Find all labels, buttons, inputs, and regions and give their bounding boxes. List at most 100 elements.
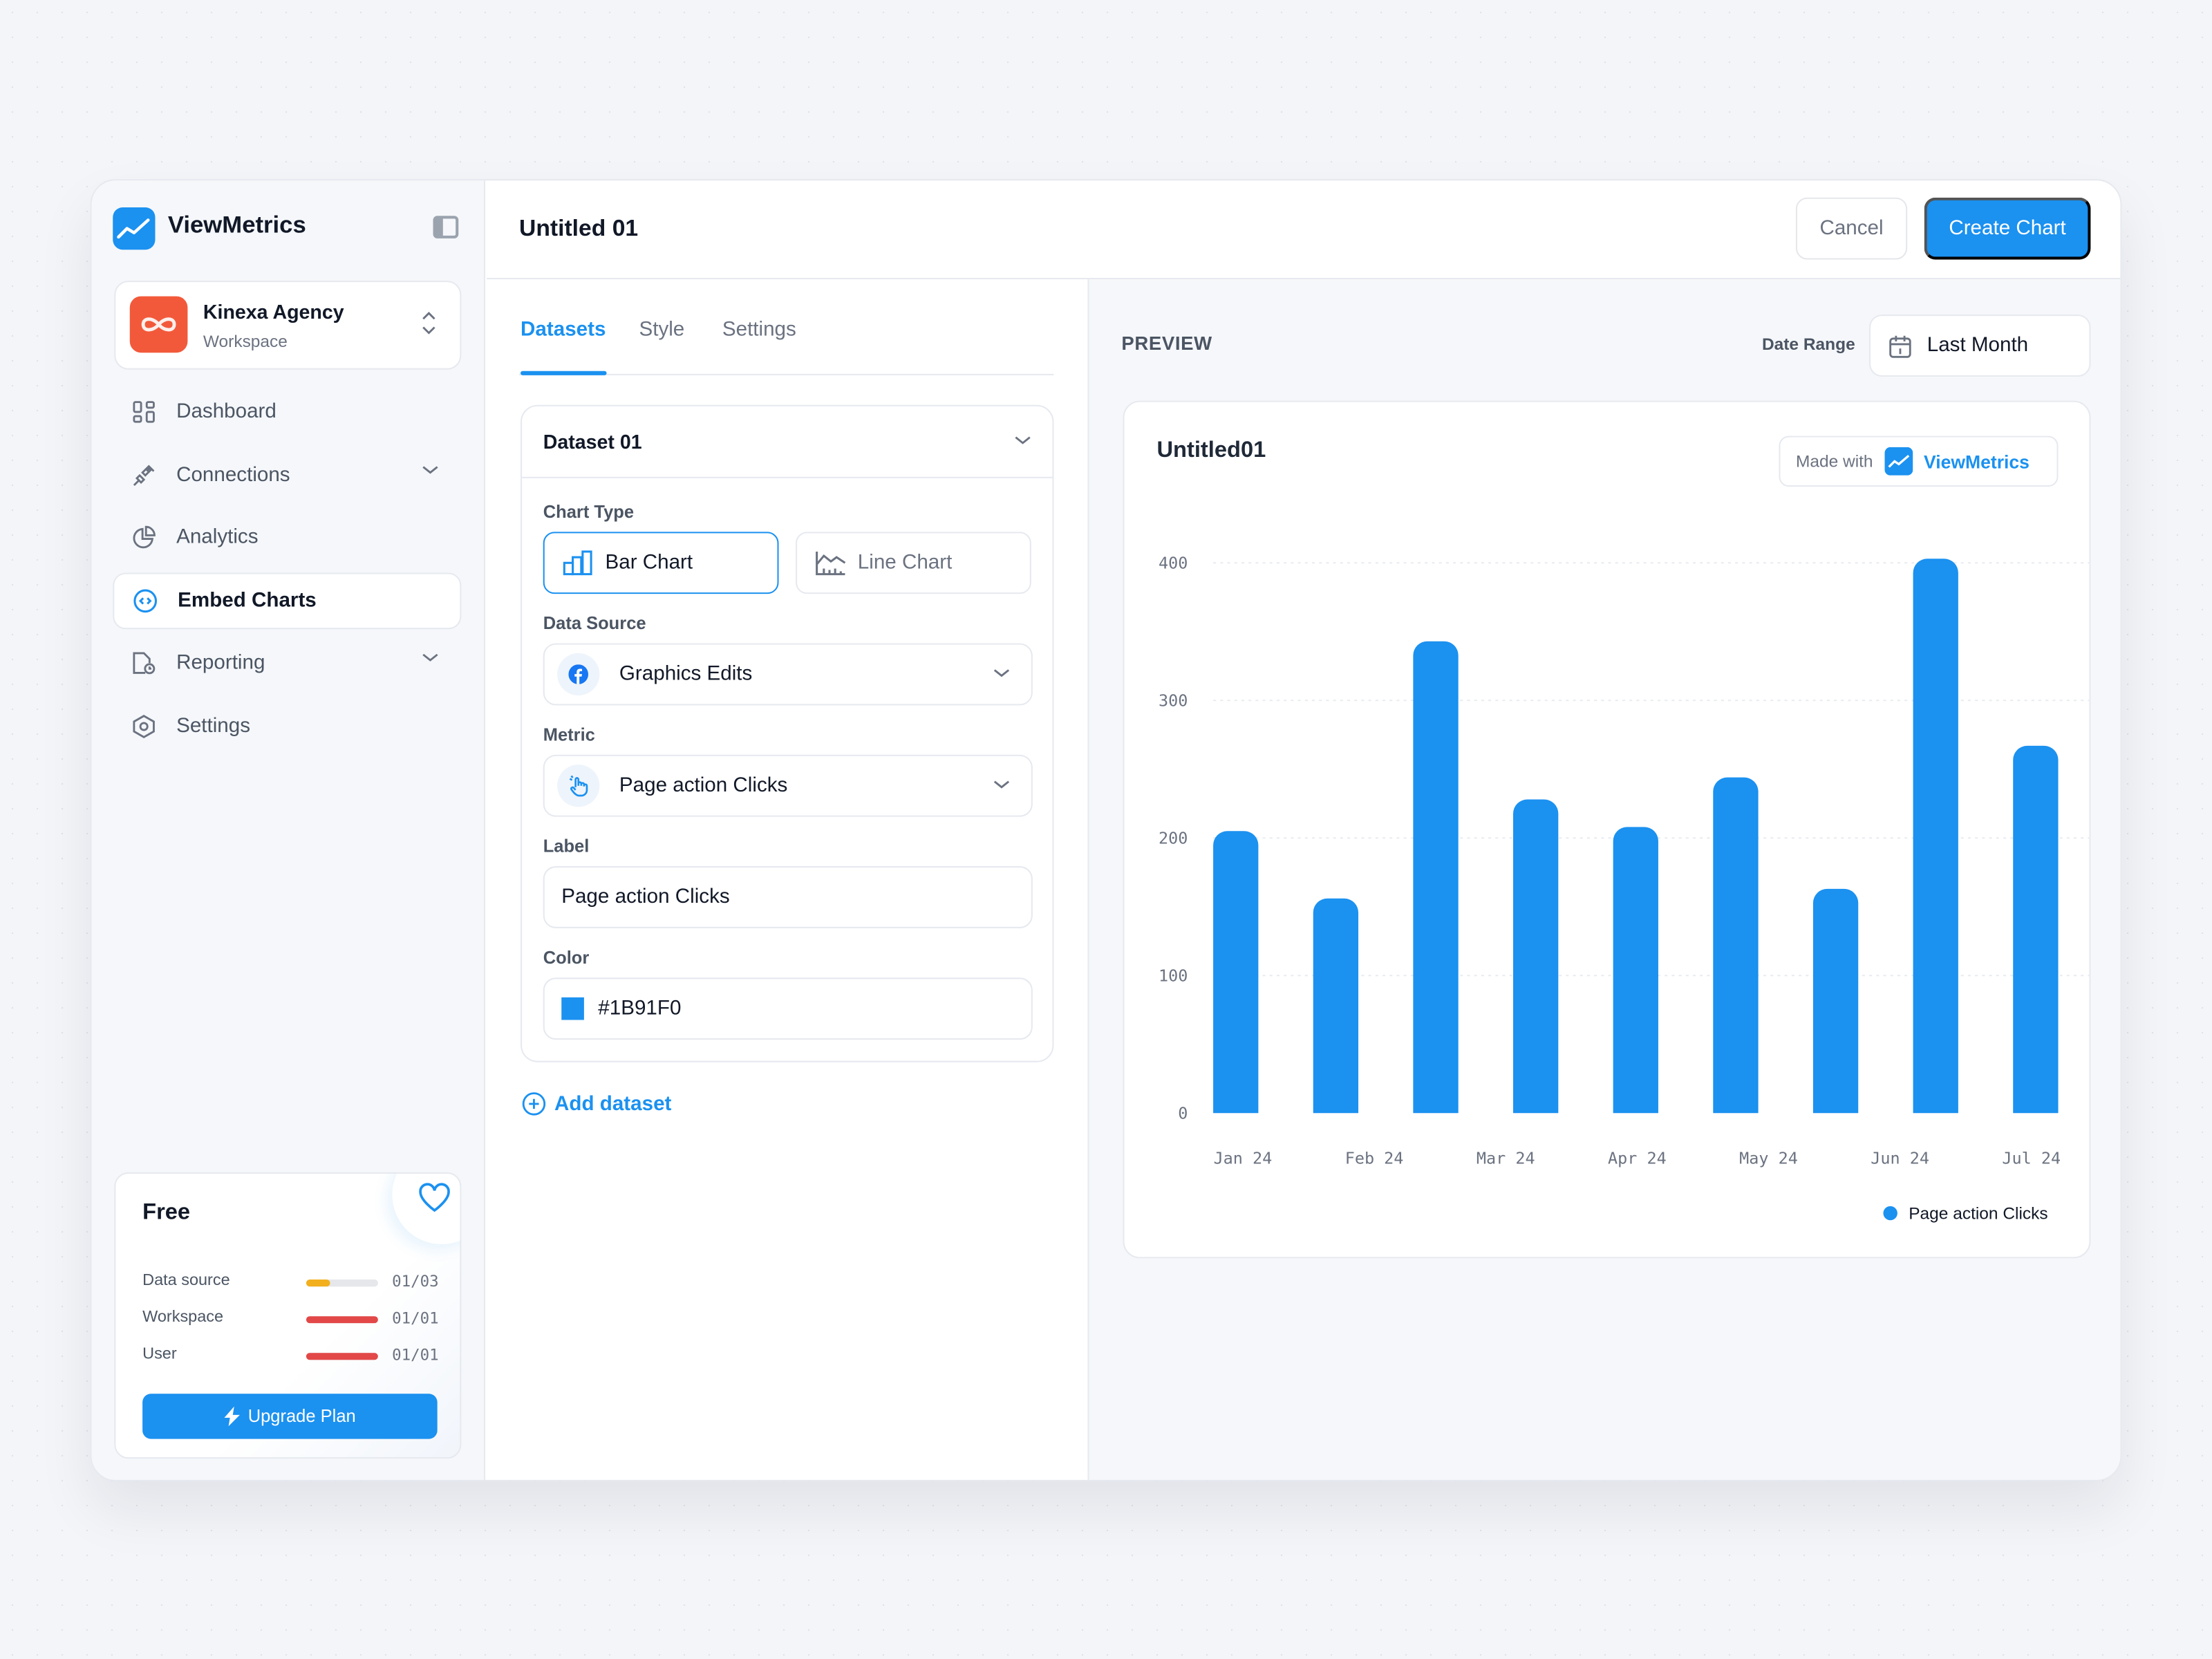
page-title: Untitled 01	[519, 216, 639, 241]
chevron-down-icon[interactable]	[1013, 433, 1033, 447]
made-with-label: Made with	[1795, 451, 1873, 471]
sidebar-item-label: Connections	[176, 464, 290, 487]
dashboard-icon	[131, 400, 157, 425]
y-tick-label: 300	[1159, 691, 1188, 710]
hand-click-icon	[557, 765, 600, 807]
usage-count: 01/03	[392, 1272, 439, 1291]
legend-swatch	[1883, 1206, 1897, 1221]
color-swatch[interactable]	[561, 997, 584, 1020]
workspace-logo-icon	[129, 296, 188, 353]
chevron-down-icon	[422, 466, 438, 474]
color-input[interactable]: #1B91F0	[543, 977, 1033, 1040]
metric-select[interactable]: Page action Clicks	[543, 754, 1033, 817]
bar	[2013, 745, 2059, 1114]
bar-chart-label: Bar Chart	[605, 551, 693, 574]
x-tick-label: Apr 24	[1608, 1149, 1667, 1168]
chart-legend[interactable]: Page action Clicks	[1883, 1203, 2048, 1224]
bar	[1213, 831, 1259, 1114]
legend-label: Page action Clicks	[1909, 1203, 2048, 1224]
label-input-value: Page action Clicks	[561, 885, 730, 909]
y-tick-label: 400	[1159, 553, 1188, 572]
usage-label: Data source	[142, 1272, 230, 1290]
usage-progress-bar	[306, 1353, 378, 1360]
heart-badge	[392, 1173, 460, 1244]
tab-style[interactable]: Style	[639, 319, 685, 341]
sidebar-item-reporting[interactable]: Reporting	[113, 635, 461, 691]
bar	[1513, 799, 1559, 1114]
color-label: Color	[543, 948, 590, 968]
made-with-badge[interactable]: Made with ViewMetrics	[1779, 435, 2059, 487]
header: Untitled 01 Cancel Create Chart	[487, 180, 2121, 280]
heart-icon	[419, 1183, 450, 1212]
data-source-label: Data Source	[543, 613, 646, 634]
dataset-title: Dataset 01	[543, 430, 642, 453]
made-with-brand: ViewMetrics	[1924, 451, 2030, 472]
sidebar-item-settings[interactable]: Settings	[113, 698, 461, 755]
chart-type-label: Chart Type	[543, 502, 635, 523]
collapse-sidebar-icon[interactable]	[433, 216, 459, 238]
sidebar-item-label: Dashboard	[176, 400, 276, 424]
chevron-down-icon	[422, 653, 438, 662]
metric-value: Page action Clicks	[619, 774, 788, 798]
tab-divider	[519, 373, 1054, 375]
label-input[interactable]: Page action Clicks	[543, 866, 1033, 928]
sidebar-item-label: Reporting	[176, 651, 265, 675]
plan-card: Free Data source 01/03 Workspace 01/01 Use…	[114, 1172, 462, 1459]
lightning-icon	[224, 1406, 240, 1427]
sidebar-item-analytics[interactable]: Analytics	[113, 509, 461, 566]
chevron-up-down-icon	[420, 310, 437, 339]
workspace-subtitle: Workspace	[203, 331, 288, 352]
facebook-icon	[557, 653, 600, 696]
bar	[1313, 898, 1359, 1114]
upgrade-plan-label: Upgrade Plan	[247, 1406, 356, 1427]
usage-row: Workspace 01/01	[142, 1309, 439, 1332]
sidebar-item-connections[interactable]: Connections	[113, 447, 461, 504]
date-range-select[interactable]: Last Month	[1869, 315, 2091, 377]
brand-name: ViewMetrics	[167, 212, 306, 238]
usage-row: User 01/01	[142, 1346, 439, 1369]
sidebar-item-label: Settings	[176, 715, 251, 738]
dataset-header[interactable]: Dataset 01	[522, 406, 1053, 478]
x-tick-label: Jul 24	[2002, 1149, 2061, 1168]
tab-settings[interactable]: Settings	[722, 319, 796, 341]
preview-panel: PREVIEW Date Range Last Month Untitled01…	[1089, 279, 2121, 1480]
usage-progress-bar	[306, 1280, 378, 1287]
report-icon	[131, 650, 157, 676]
color-value: #1B91F0	[598, 997, 682, 1020]
pie-chart-icon	[131, 525, 157, 550]
upgrade-plan-button[interactable]: Upgrade Plan	[142, 1394, 438, 1439]
chevron-down-icon	[993, 780, 1010, 789]
bar	[1812, 888, 1859, 1114]
x-tick-label: Jun 24	[1871, 1149, 1929, 1168]
workspace-switcher[interactable]: Kinexa Agency Workspace	[114, 281, 462, 370]
metric-label: Metric	[543, 724, 595, 745]
tab-datasets[interactable]: Datasets	[521, 319, 606, 341]
dataset-form-panel: Datasets Style Settings Dataset 01 Chart…	[487, 279, 1089, 1480]
usage-label: User	[142, 1345, 177, 1363]
settings-hexagon-icon	[131, 714, 157, 740]
data-source-select[interactable]: Graphics Edits	[543, 643, 1033, 706]
y-tick-label: 0	[1178, 1103, 1188, 1123]
create-chart-button[interactable]: Create Chart	[1924, 197, 2091, 260]
cancel-button[interactable]: Cancel	[1795, 197, 1908, 260]
line-chart-icon	[816, 551, 846, 576]
bar-chart-icon	[563, 550, 592, 576]
active-tab-indicator	[521, 371, 607, 375]
usage-label: Workspace	[142, 1309, 224, 1327]
bar	[1613, 827, 1658, 1114]
x-tick-label: May 24	[1739, 1149, 1798, 1168]
x-tick-label: Mar 24	[1477, 1149, 1535, 1168]
date-range-label: Date Range	[1761, 334, 1855, 355]
chart-title: Untitled01	[1156, 438, 1266, 463]
viewmetrics-logo-icon	[113, 207, 156, 250]
chart-card: Untitled01 Made with ViewMetrics 0 100 200…	[1123, 400, 2092, 1259]
add-dataset-button[interactable]: Add dataset	[522, 1092, 671, 1116]
plus-circle-icon	[522, 1092, 546, 1116]
label-field-label: Label	[543, 836, 590, 856]
sidebar-item-dashboard[interactable]: Dashboard	[113, 384, 461, 440]
bar-chart-option[interactable]: Bar Chart	[543, 532, 779, 594]
sidebar-item-embed-charts[interactable]: Embed Charts	[113, 572, 462, 630]
line-chart-option[interactable]: Line Chart	[796, 532, 1031, 594]
app-window: ViewMetrics Kinexa Agency Workspace Dash…	[90, 179, 2122, 1481]
embed-code-icon	[133, 588, 158, 614]
